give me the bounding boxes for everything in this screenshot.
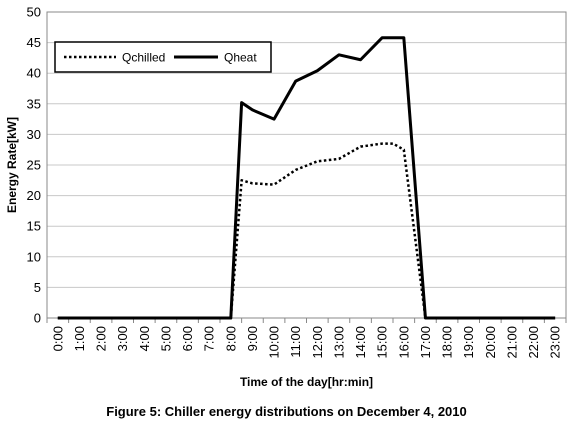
legend: Qchilled Qheat — [54, 41, 272, 73]
x-tick-label: 15:00 — [375, 326, 390, 359]
legend-label-qchilled: Qchilled — [122, 51, 165, 65]
x-tick-label: 17:00 — [418, 326, 433, 359]
x-tick-label: 12:00 — [310, 326, 325, 359]
x-tick-label: 1:00 — [72, 326, 87, 351]
y-tick-label: 10 — [27, 249, 41, 264]
y-tick-label: 20 — [27, 188, 41, 203]
x-tick-label: 3:00 — [115, 326, 130, 351]
y-tick-label: 40 — [27, 66, 41, 81]
x-tick-label: 8:00 — [223, 326, 238, 351]
y-tick-label: 15 — [27, 219, 41, 234]
x-tick-label: 19:00 — [461, 326, 476, 359]
y-tick-label: 30 — [27, 127, 41, 142]
y-tick-label: 25 — [27, 158, 41, 173]
x-tick-label: 22:00 — [526, 326, 541, 359]
x-tick-label: 6:00 — [180, 326, 195, 351]
y-axis-title: Energy Rate[kW] — [5, 117, 19, 213]
legend-label-qheat: Qheat — [224, 51, 257, 65]
x-tick-label: 0:00 — [50, 326, 65, 351]
x-tick-label: 11:00 — [288, 326, 303, 358]
x-axis-title: Time of the day[hr:min] — [240, 375, 373, 389]
series-lines — [57, 36, 556, 320]
x-tick-label: 23:00 — [548, 326, 563, 359]
series-line-qchilled — [57, 142, 556, 320]
x-tick-label: 14:00 — [353, 326, 368, 359]
series-line-qheat — [57, 36, 556, 320]
figure-caption: Figure 5: Chiller energy distributions o… — [106, 404, 467, 419]
x-tick-label: 7:00 — [202, 326, 217, 351]
y-tick-label: 45 — [27, 35, 41, 50]
x-tick-label: 2:00 — [94, 326, 109, 351]
y-tick-label: 35 — [27, 96, 41, 111]
x-tick-label: 5:00 — [158, 326, 173, 351]
x-tick-label: 16:00 — [396, 326, 411, 359]
x-tick-label: 4:00 — [137, 326, 152, 351]
y-tick-label: 0 — [34, 311, 41, 326]
y-tick-label: 50 — [27, 5, 41, 20]
x-tick-label: 18:00 — [440, 326, 455, 359]
x-tick-labels: 0:00 1:00 2:00 3:00 4:00 5:00 6:00 7:00 8:00 9:00… — [50, 326, 562, 359]
x-tick-label: 13:00 — [331, 326, 346, 359]
y-tick-label: 5 — [34, 280, 41, 295]
x-tick-label: 9:00 — [245, 326, 260, 351]
y-tick-labels: 0 5 10 15 20 25 30 35 40 45 50 — [27, 5, 41, 326]
x-tick-label: 21:00 — [504, 326, 519, 359]
x-tick-label: 20:00 — [483, 326, 498, 359]
x-tick-label: 10:00 — [267, 326, 282, 359]
